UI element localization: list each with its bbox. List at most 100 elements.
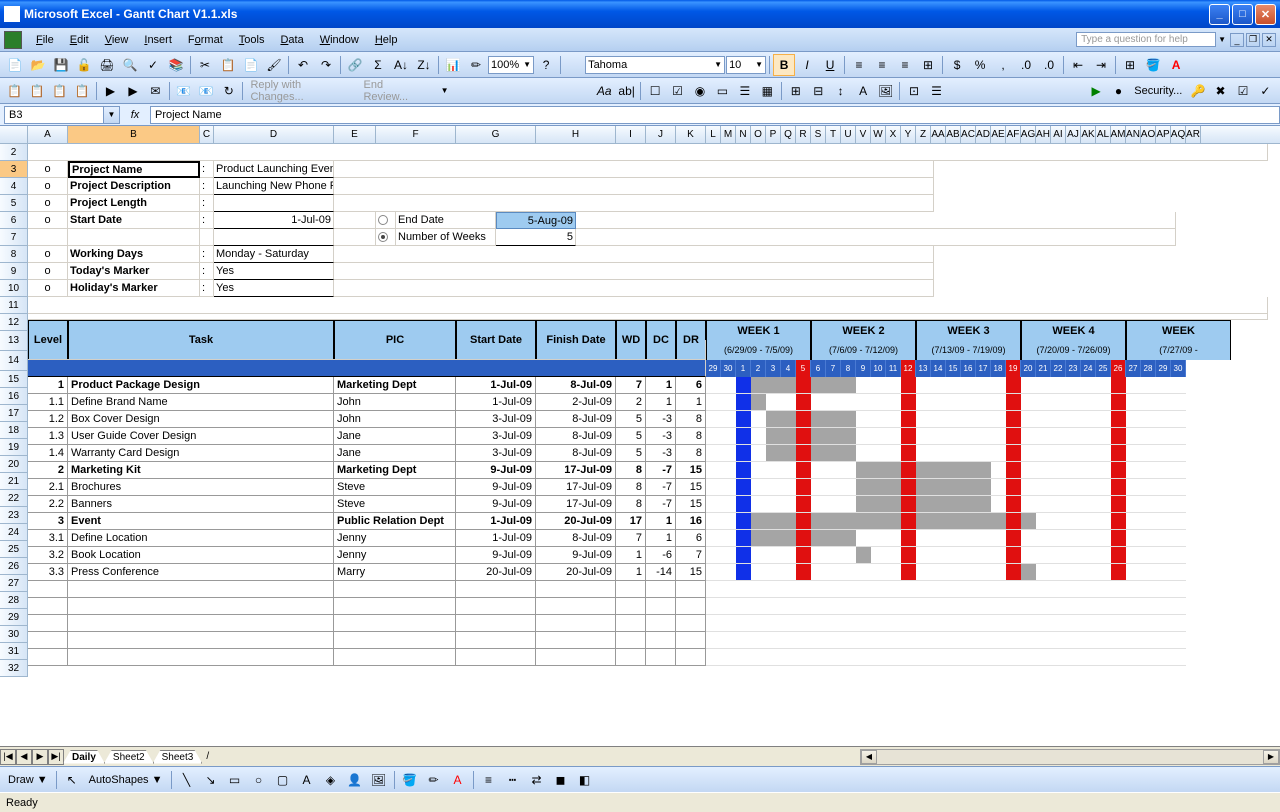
menu-format[interactable]: Format (180, 32, 231, 48)
preview-icon[interactable]: 🔍 (119, 54, 141, 76)
doc-close[interactable]: ✕ (1262, 33, 1276, 47)
col-header-C[interactable]: C (200, 126, 214, 143)
menu-tools[interactable]: Tools (231, 32, 273, 48)
row-header-5[interactable]: 5 (0, 195, 28, 212)
row-header-4[interactable]: 4 (0, 178, 28, 195)
arrow-style-icon[interactable]: ⇄ (526, 769, 548, 791)
tb3-14[interactable]: ⊡ (903, 80, 924, 102)
col-header-T[interactable]: T (826, 126, 841, 143)
row-header-18[interactable]: 18 (0, 422, 28, 439)
row-header-12[interactable]: 12 (0, 314, 28, 331)
col-header-AP[interactable]: AP (1156, 126, 1171, 143)
fx-icon[interactable]: fx (120, 109, 150, 121)
borders-icon[interactable]: ⊞ (1119, 54, 1141, 76)
font-size-combo[interactable]: 10▼ (726, 56, 766, 74)
row-header-8[interactable]: 8 (0, 246, 28, 263)
copy-icon[interactable]: 📋 (217, 54, 239, 76)
sort-desc-icon[interactable]: Z↓ (413, 54, 435, 76)
row-header-27[interactable]: 27 (0, 575, 28, 592)
italic-icon[interactable]: I (796, 54, 818, 76)
fill-color-icon[interactable]: 🪣 (1142, 54, 1164, 76)
menu-window[interactable]: Window (312, 32, 367, 48)
col-header-AO[interactable]: AO (1141, 126, 1156, 143)
tb2-10[interactable]: ↻ (218, 80, 239, 102)
doc-restore[interactable]: ❐ (1246, 33, 1260, 47)
col-header-AM[interactable]: AM (1111, 126, 1126, 143)
col-header-AI[interactable]: AI (1051, 126, 1066, 143)
line-style-icon[interactable]: ≡ (478, 769, 500, 791)
comma-icon[interactable]: , (992, 54, 1014, 76)
merge-icon[interactable]: ⊞ (917, 54, 939, 76)
tb2-1[interactable]: 📋 (4, 80, 25, 102)
tb3-5[interactable]: ◉ (689, 80, 710, 102)
col-header-AB[interactable]: AB (946, 126, 961, 143)
col-header-A[interactable]: A (28, 126, 68, 143)
namebox-dropdown[interactable]: ▼ (104, 106, 120, 124)
col-header-N[interactable]: N (736, 126, 751, 143)
font-name-combo[interactable]: Tahoma▼ (585, 56, 725, 74)
open-icon[interactable]: 📂 (27, 54, 49, 76)
col-header-AQ[interactable]: AQ (1171, 126, 1186, 143)
close-button[interactable]: ✕ (1255, 4, 1276, 25)
col-header-R[interactable]: R (796, 126, 811, 143)
col-header-W[interactable]: W (871, 126, 886, 143)
row-header-15[interactable]: 15 (0, 371, 28, 388)
tb2-arrow[interactable]: ▼ (434, 80, 455, 102)
align-center-icon[interactable]: ≡ (871, 54, 893, 76)
select-objects-icon[interactable]: ↖ (61, 769, 83, 791)
sec-4[interactable]: ✖ (1210, 80, 1231, 102)
tb2-4[interactable]: 📋 (71, 80, 92, 102)
align-right-icon[interactable]: ≡ (894, 54, 916, 76)
sec-3[interactable]: 🔑 (1187, 80, 1208, 102)
row-header-24[interactable]: 24 (0, 524, 28, 541)
col-header-L[interactable]: L (706, 126, 721, 143)
col-header-F[interactable]: F (376, 126, 456, 143)
tb2-7[interactable]: ✉ (145, 80, 166, 102)
menu-view[interactable]: View (97, 32, 137, 48)
new-icon[interactable]: 📄 (4, 54, 26, 76)
horizontal-scrollbar[interactable]: ◀ ▶ (860, 749, 1280, 765)
col-header-B[interactable]: B (68, 126, 200, 143)
col-header-AL[interactable]: AL (1096, 126, 1111, 143)
col-header-P[interactable]: P (766, 126, 781, 143)
col-header-AA[interactable]: AA (931, 126, 946, 143)
sec-2[interactable]: ● (1108, 80, 1129, 102)
print-icon[interactable]: 🖨 (96, 54, 118, 76)
zoom-combo[interactable]: 100%▼ (488, 56, 534, 74)
font-color-draw-icon[interactable]: A (447, 769, 469, 791)
decrease-indent-icon[interactable]: ⇤ (1067, 54, 1089, 76)
picture-icon[interactable]: 🖼 (368, 769, 390, 791)
tab-next[interactable]: ▶ (32, 749, 48, 765)
tb3-1[interactable]: Aa (593, 80, 614, 102)
line-color-icon[interactable]: ✏ (423, 769, 445, 791)
tb3-3[interactable]: ☐ (644, 80, 665, 102)
col-header-V[interactable]: V (856, 126, 871, 143)
col-header-AR[interactable]: AR (1186, 126, 1201, 143)
autoshapes-menu[interactable]: AutoShapes ▼ (85, 774, 167, 786)
dash-style-icon[interactable]: ┅ (502, 769, 524, 791)
sec-6[interactable]: ✓ (1255, 80, 1276, 102)
col-header-M[interactable]: M (721, 126, 736, 143)
tab-prev[interactable]: ◀ (16, 749, 32, 765)
col-header-AN[interactable]: AN (1126, 126, 1141, 143)
hyperlink-icon[interactable]: 🔗 (344, 54, 366, 76)
tb3-7[interactable]: ☰ (734, 80, 755, 102)
tb3-4[interactable]: ☑ (667, 80, 688, 102)
row-header-13[interactable]: 13 (0, 331, 28, 351)
row-header-6[interactable]: 6 (0, 212, 28, 229)
tb2-8[interactable]: 📧 (173, 80, 194, 102)
rectangle-icon[interactable]: ▭ (224, 769, 246, 791)
col-header-AC[interactable]: AC (961, 126, 976, 143)
sheet-tab-3[interactable]: Sheet3 (153, 750, 203, 764)
percent-icon[interactable]: % (969, 54, 991, 76)
tb3-15[interactable]: ☰ (926, 80, 947, 102)
menu-edit[interactable]: Edit (62, 32, 97, 48)
arrow-icon[interactable]: ↘ (200, 769, 222, 791)
col-header-AD[interactable]: AD (976, 126, 991, 143)
increase-decimal-icon[interactable]: .0 (1015, 54, 1037, 76)
shadow-icon[interactable]: ◼ (550, 769, 572, 791)
row-header-29[interactable]: 29 (0, 609, 28, 626)
name-box[interactable]: B3 (4, 106, 104, 124)
tb3-6[interactable]: ▭ (712, 80, 733, 102)
row-header-28[interactable]: 28 (0, 592, 28, 609)
